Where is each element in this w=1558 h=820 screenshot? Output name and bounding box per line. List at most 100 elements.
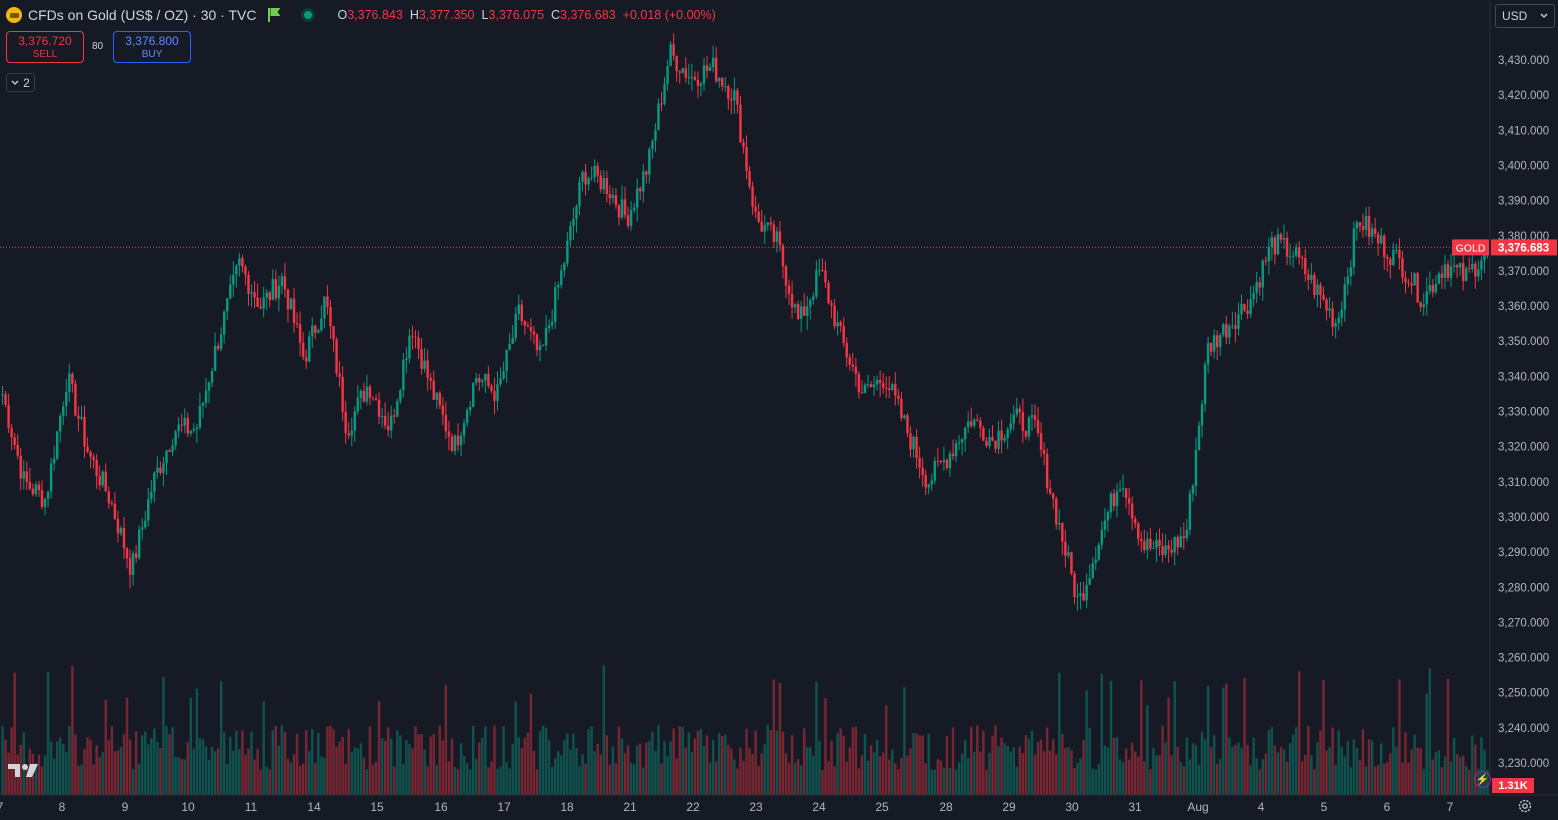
volume-bar [174, 756, 177, 795]
candle [1334, 322, 1337, 327]
candle [626, 215, 630, 227]
volume-bar [55, 741, 59, 795]
candle [736, 90, 739, 105]
currency-select[interactable]: USD [1495, 4, 1555, 28]
sell-button[interactable]: 3,376.720 SELL [6, 31, 84, 63]
volume-bar [1401, 762, 1404, 795]
flag-icon[interactable] [268, 8, 281, 22]
tradingview-logo[interactable] [8, 761, 42, 784]
candle [654, 130, 657, 141]
candle [1328, 308, 1331, 311]
volume-bar [58, 737, 62, 795]
volume-bar [74, 734, 77, 795]
volume-bar [869, 745, 873, 795]
volume-bar [301, 763, 305, 795]
volume-bar [705, 735, 709, 795]
candle [529, 326, 533, 332]
lightning-icon[interactable]: ⚡ [1474, 771, 1491, 788]
candle [204, 390, 208, 403]
candle [174, 431, 177, 446]
volume-bar [183, 759, 186, 795]
candle [1055, 498, 1058, 525]
volume-bar [222, 732, 226, 795]
volume-bar [168, 734, 171, 795]
volume-bar [490, 761, 493, 795]
volume-bar [833, 766, 836, 795]
volume-bar [818, 740, 821, 795]
candle [19, 455, 22, 479]
volume-bar [1073, 768, 1076, 795]
volume-bar [323, 757, 326, 795]
price-tick-label: 3,320.000 [1498, 442, 1549, 454]
volume-bar [918, 735, 921, 795]
candle [727, 86, 730, 99]
volume-bar [1033, 754, 1037, 795]
candle [678, 71, 681, 73]
candle [165, 450, 168, 464]
buy-button[interactable]: 3,376.800 BUY [113, 31, 191, 63]
volume-bar [37, 754, 41, 795]
candle [222, 311, 226, 335]
candle [104, 471, 107, 492]
candle [253, 292, 256, 298]
candle [869, 384, 873, 387]
candle [1373, 228, 1377, 235]
volume-bar [1431, 759, 1435, 795]
volume-bar [177, 757, 180, 795]
candle [966, 421, 970, 428]
volume-bar [1197, 764, 1201, 795]
candle [1304, 258, 1307, 275]
volume-bar [894, 763, 897, 795]
candle [1249, 299, 1252, 315]
volume-bar [80, 764, 83, 795]
candle [915, 436, 918, 458]
candle [635, 188, 639, 208]
volume-bar [1304, 754, 1307, 795]
volume-bar [1404, 732, 1407, 795]
volume-bar [1130, 742, 1134, 795]
volume-bar [344, 763, 347, 795]
volume-bar [991, 735, 994, 795]
volume-bar [845, 761, 848, 795]
candle [508, 343, 511, 350]
candle [365, 386, 369, 402]
volume-bar [514, 701, 517, 795]
candle [1118, 489, 1122, 492]
volume-bar [927, 733, 930, 795]
volume-bar [979, 751, 982, 795]
candle [119, 528, 123, 534]
candle [836, 322, 839, 327]
gear-icon[interactable] [1517, 798, 1533, 814]
candle [1094, 559, 1097, 563]
volume-bar [140, 735, 144, 795]
candle [666, 66, 669, 84]
candle [304, 357, 308, 362]
volume-bar [165, 726, 168, 795]
chevron-down-icon [1540, 13, 1548, 18]
symbol-title[interactable]: CFDs on Gold (US$ / OZ) · 30 · TVC [28, 7, 257, 23]
volume-bar [447, 761, 451, 795]
candle [1091, 562, 1094, 578]
volume-bar [702, 746, 706, 795]
candle [1100, 529, 1104, 545]
candle [1085, 584, 1088, 601]
candle [663, 83, 666, 104]
last-price-box [1491, 239, 1557, 256]
time-tick-label: 14 [307, 800, 321, 814]
volume-bar [1395, 746, 1398, 795]
candle [1134, 518, 1137, 524]
volume-bar [781, 731, 785, 795]
candle [699, 83, 703, 86]
volume-bar [341, 737, 344, 795]
volume-bar [1331, 727, 1334, 795]
volume-bar [642, 767, 645, 795]
candle [1064, 541, 1067, 556]
candle [420, 349, 423, 369]
indicators-toggle[interactable]: 2 [6, 73, 35, 92]
candle [566, 240, 569, 264]
candle [742, 142, 745, 148]
volume-bar [1337, 730, 1340, 795]
volume-bar [159, 748, 162, 795]
volume-bar [1434, 751, 1438, 795]
